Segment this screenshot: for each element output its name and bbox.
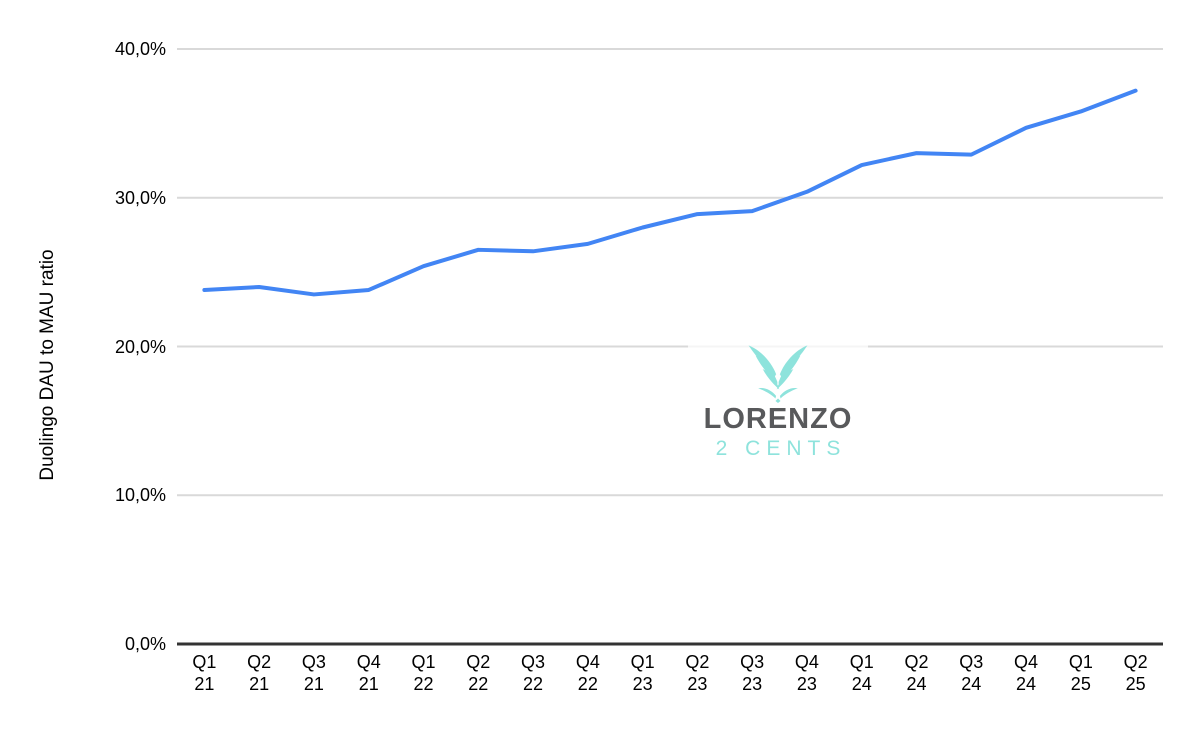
x-tick-label: Q1 21 <box>192 652 217 694</box>
x-tick-label: Q3 22 <box>521 652 546 694</box>
x-tick-label: Q1 25 <box>1068 652 1093 694</box>
logo-subtitle: 2 CENTS <box>715 437 847 460</box>
y-tick-label: 10,0% <box>114 485 166 506</box>
x-tick-label: Q3 23 <box>740 652 765 694</box>
x-tick-label: Q2 24 <box>904 652 929 694</box>
x-tick-label: Q1 24 <box>849 652 874 694</box>
logo-wings-icon <box>748 345 808 403</box>
x-tick-label: Q3 24 <box>959 652 984 694</box>
x-tick-label: Q2 23 <box>685 652 710 694</box>
x-tick-label: Q3 21 <box>301 652 326 694</box>
x-tick-label: Q4 24 <box>1014 652 1039 694</box>
y-tick-label: 40,0% <box>114 39 166 59</box>
x-tick-label: Q4 22 <box>575 652 600 694</box>
x-tick-label: Q1 23 <box>630 652 655 694</box>
x-tick-label: Q2 25 <box>1123 652 1148 694</box>
y-tick-label: 0,0% <box>124 634 166 654</box>
logo-watermark: LORENZO 2 CENTS <box>688 336 868 469</box>
y-tick-label: 30,0% <box>114 187 166 208</box>
logo-title: LORENZO <box>703 403 853 435</box>
dau-mau-ratio-line <box>202 88 1138 297</box>
x-tick-label: Q2 22 <box>466 652 491 694</box>
x-tick-label: Q2 21 <box>247 652 272 694</box>
y-tick-label: 20,0% <box>114 336 166 357</box>
x-tick-label: Q4 23 <box>794 652 819 694</box>
x-tick-label: Q4 21 <box>356 652 381 694</box>
x-tick-label: Q1 22 <box>411 652 436 694</box>
